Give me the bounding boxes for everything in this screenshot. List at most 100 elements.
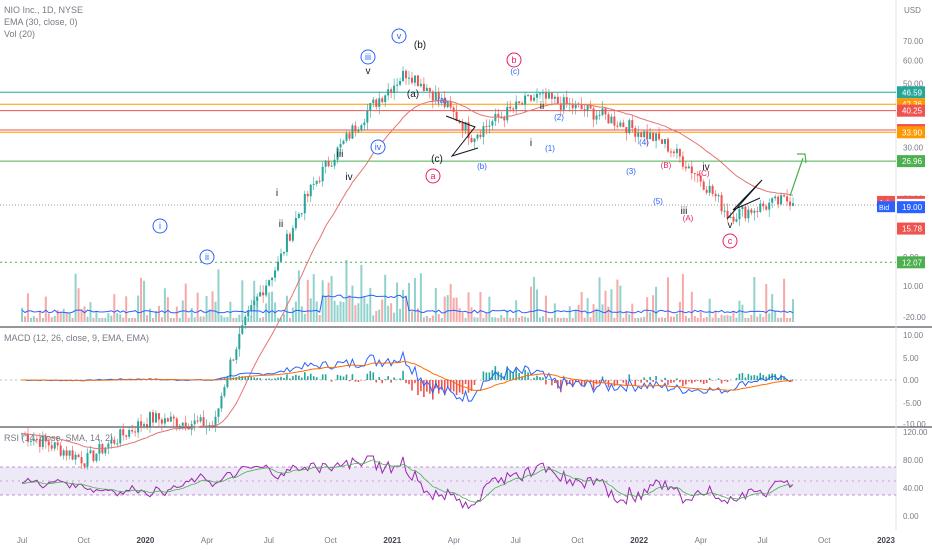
macd-bar bbox=[295, 374, 297, 380]
macd-bar bbox=[458, 380, 461, 393]
wave-label: (c) bbox=[431, 154, 443, 165]
volume-bar bbox=[446, 295, 449, 322]
volume-bar bbox=[315, 301, 318, 322]
volume-bar bbox=[533, 276, 536, 322]
ema-line bbox=[22, 100, 794, 450]
candle-body bbox=[515, 101, 518, 110]
volume-bar bbox=[666, 277, 669, 322]
candle-body bbox=[416, 75, 419, 87]
candle-body bbox=[592, 108, 595, 120]
volume-bar bbox=[402, 289, 405, 322]
volume-bar bbox=[151, 317, 154, 322]
volume-bar bbox=[720, 314, 723, 322]
time-axis-tick: Apr bbox=[448, 536, 461, 545]
macd-bar bbox=[699, 380, 702, 383]
candle-body bbox=[500, 117, 503, 119]
candle-body bbox=[571, 103, 574, 109]
volume-bar bbox=[56, 310, 59, 322]
volume-bar bbox=[387, 305, 390, 322]
candle-body bbox=[21, 433, 23, 435]
candle-body bbox=[506, 106, 509, 121]
macd-axis-tick: 0.00 bbox=[903, 376, 919, 385]
macd-bar bbox=[491, 370, 494, 380]
macd-bar bbox=[277, 377, 279, 380]
macd-bar bbox=[708, 378, 711, 380]
wave-label: b bbox=[511, 55, 516, 65]
candle-body bbox=[175, 418, 178, 427]
volume-bar bbox=[735, 317, 738, 322]
volume-bar bbox=[154, 310, 157, 322]
wave-label: (3) bbox=[626, 167, 636, 176]
volume-bar bbox=[288, 317, 291, 322]
volume-bar bbox=[771, 294, 774, 322]
candle-body bbox=[604, 108, 607, 115]
rsi-ma-line bbox=[21, 459, 794, 503]
candle-body bbox=[50, 445, 53, 449]
macd-bar bbox=[688, 380, 690, 382]
volume-bar bbox=[792, 299, 795, 322]
volume-bar bbox=[571, 317, 574, 322]
volume-bar bbox=[702, 317, 705, 322]
candle-body bbox=[777, 196, 780, 205]
candle-body bbox=[738, 209, 741, 220]
currency-label: USD bbox=[904, 6, 921, 15]
candle-body bbox=[119, 429, 122, 444]
volume-bar bbox=[574, 309, 577, 322]
macd-bar bbox=[685, 380, 687, 385]
macd-bar bbox=[652, 380, 654, 382]
macd-bar bbox=[494, 366, 497, 380]
price-tag bbox=[897, 256, 925, 269]
macd-bar bbox=[411, 380, 413, 391]
projection-arrow bbox=[789, 157, 804, 197]
candle-body bbox=[140, 421, 143, 426]
candle-body bbox=[98, 443, 101, 454]
volume-bar bbox=[408, 282, 410, 322]
candle-body bbox=[607, 114, 610, 124]
volume-bar bbox=[29, 317, 32, 322]
volume-bar bbox=[74, 273, 77, 322]
wave-label: iii bbox=[337, 149, 344, 160]
volume-bar bbox=[202, 316, 205, 322]
candle-body bbox=[250, 305, 253, 311]
chart-title: NIO Inc., 1D, NYSE bbox=[4, 5, 83, 15]
macd-bar bbox=[548, 379, 550, 380]
candle-body bbox=[336, 147, 339, 160]
macd-bar bbox=[750, 375, 753, 380]
volume-bar bbox=[488, 296, 491, 322]
candle-body bbox=[762, 203, 765, 207]
volume-bar bbox=[294, 301, 297, 322]
candle-body bbox=[610, 116, 613, 124]
volume-bar bbox=[494, 317, 497, 322]
volume-bar bbox=[21, 307, 23, 322]
volume-bar bbox=[467, 292, 470, 322]
macd-bar bbox=[679, 380, 681, 383]
volume-bar bbox=[536, 289, 539, 322]
candle-body bbox=[184, 422, 187, 429]
macd-bar bbox=[452, 380, 455, 392]
volume-bar bbox=[500, 315, 503, 322]
macd-bar bbox=[702, 380, 705, 385]
macd-bar bbox=[306, 376, 309, 380]
bid-label: Bid bbox=[879, 205, 889, 212]
candle-body bbox=[113, 439, 116, 444]
candle-body bbox=[217, 408, 220, 417]
volume-bar bbox=[476, 317, 479, 322]
macd-bar bbox=[342, 376, 345, 380]
volume-bar bbox=[634, 317, 637, 322]
macd-bar bbox=[250, 376, 253, 380]
volume-bar bbox=[405, 296, 408, 322]
macd-bar bbox=[625, 380, 628, 386]
candle-body bbox=[419, 83, 422, 87]
candle-body bbox=[684, 166, 687, 169]
macd-bar bbox=[488, 372, 491, 380]
volume-bar bbox=[178, 317, 181, 322]
volume-bar bbox=[640, 317, 643, 322]
candle-body bbox=[92, 450, 95, 461]
volume-bar bbox=[77, 288, 80, 322]
wave-label: (b) bbox=[477, 162, 487, 171]
volume-bar bbox=[464, 317, 467, 322]
volume-bar bbox=[38, 310, 41, 322]
candle-body bbox=[672, 151, 675, 154]
volume-legend: Vol (20) bbox=[4, 29, 35, 39]
